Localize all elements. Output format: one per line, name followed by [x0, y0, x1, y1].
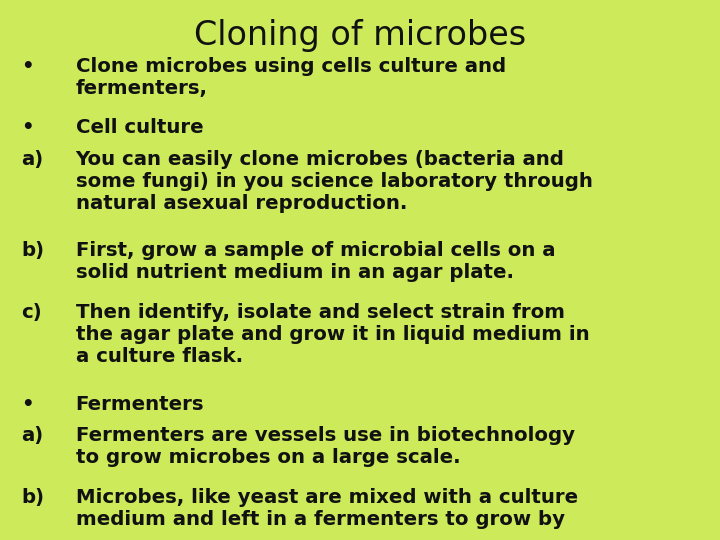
Text: c): c) — [22, 303, 42, 322]
Text: You can easily clone microbes (bacteria and
some fungi) in you science laborator: You can easily clone microbes (bacteria … — [76, 150, 593, 213]
Text: Then identify, isolate and select strain from
the agar plate and grow it in liqu: Then identify, isolate and select strain… — [76, 303, 589, 366]
Text: b): b) — [22, 488, 45, 507]
Text: •: • — [22, 395, 35, 414]
Text: •: • — [22, 118, 35, 137]
Text: Fermenters are vessels use in biotechnology
to grow microbes on a large scale.: Fermenters are vessels use in biotechnol… — [76, 426, 575, 467]
Text: Cloning of microbes: Cloning of microbes — [194, 19, 526, 52]
Text: •: • — [22, 57, 35, 76]
Text: First, grow a sample of microbial cells on a
solid nutrient medium in an agar pl: First, grow a sample of microbial cells … — [76, 241, 555, 282]
Text: Microbes, like yeast are mixed with a culture
medium and left in a fermenters to: Microbes, like yeast are mixed with a cu… — [76, 488, 577, 529]
Text: b): b) — [22, 241, 45, 260]
Text: a): a) — [22, 150, 44, 168]
Text: Cell culture: Cell culture — [76, 118, 203, 137]
Text: a): a) — [22, 426, 44, 445]
Text: Clone microbes using cells culture and
fermenters,: Clone microbes using cells culture and f… — [76, 57, 505, 98]
Text: Fermenters: Fermenters — [76, 395, 204, 414]
